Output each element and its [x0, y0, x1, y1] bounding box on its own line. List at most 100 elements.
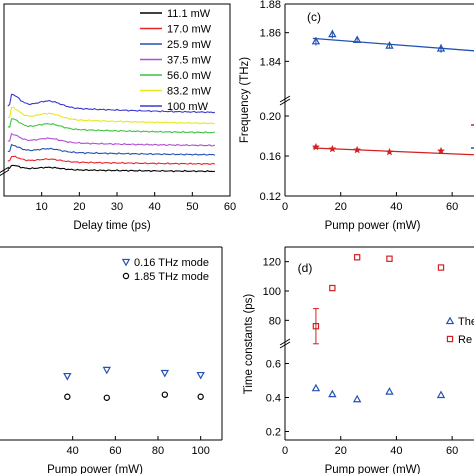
- axis-break: [279, 341, 291, 349]
- panel-label: (c): [307, 10, 321, 24]
- data-point: [63, 372, 72, 381]
- axis-break: [0, 166, 10, 173]
- x-axis-label: Pump power (mW): [325, 464, 421, 474]
- legend-marker: [122, 272, 130, 280]
- data-point: [311, 142, 321, 151]
- fit-line: [312, 147, 474, 156]
- data-point: [161, 391, 169, 398]
- series-line: [7, 155, 216, 166]
- legend-label: Re: [458, 334, 472, 346]
- x-tick-label: 60: [446, 201, 458, 213]
- legend-label: 25.9 mW: [167, 39, 212, 51]
- legend-label: 17.0 mW: [167, 24, 212, 36]
- y-axis-label: Frequency (THz): [239, 57, 251, 143]
- data-point: [197, 393, 204, 400]
- x-tick-label: 20: [335, 445, 347, 457]
- data-point: [328, 389, 337, 398]
- x-tick-label: 20: [335, 201, 347, 213]
- axis-break: [0, 169, 10, 176]
- series-line: [7, 118, 216, 134]
- data-point: [328, 144, 337, 153]
- data-point: [385, 387, 394, 395]
- series-line: [7, 93, 216, 114]
- data-point: [352, 394, 362, 403]
- x-tick-label: 40: [67, 445, 79, 457]
- data-point: [328, 29, 337, 38]
- fit-line: [312, 37, 474, 52]
- data-point: [196, 371, 205, 380]
- x-tick-label: 20: [73, 201, 85, 213]
- y-tick-label: 1.86: [260, 28, 281, 40]
- x-tick-label: 60: [446, 445, 458, 457]
- y-tick-label: 0.4: [266, 393, 281, 405]
- y-tick-label: 1.88: [260, 0, 281, 11]
- data-point: [352, 35, 362, 43]
- x-axis-label: Delay time (ps): [73, 220, 150, 232]
- x-tick-label: 10: [36, 201, 48, 213]
- x-tick-label: 50: [186, 201, 198, 213]
- data-point: [329, 284, 336, 292]
- x-axis-label: Pump power (mW): [325, 220, 421, 232]
- y-tick-label: 0.20: [260, 111, 281, 123]
- y-tick-label: 0.6: [266, 359, 281, 371]
- data-point: [311, 36, 321, 45]
- legend-label: 100 mW: [167, 101, 209, 113]
- legend-label: The: [458, 316, 474, 328]
- axes-frames: [0, 3, 474, 441]
- y-tick-label: 1.84: [260, 56, 281, 68]
- panel-label: (d): [298, 261, 313, 275]
- y-tick-label: 0.2: [266, 427, 281, 439]
- x-axis-label: Pump power (mW): [47, 464, 143, 474]
- series-line: [7, 132, 216, 147]
- legend-label: 1.85 THz mode: [134, 271, 209, 283]
- legend-label: 83.2 mW: [167, 86, 212, 98]
- y-tick-label: 80: [269, 315, 281, 327]
- data-point: [312, 323, 320, 330]
- legend-label: 0.16 THz mode: [134, 257, 209, 269]
- legend-label: 37.5 mW: [167, 55, 212, 67]
- y-axis-label: Time constants (ps): [243, 294, 255, 395]
- axis-break: [279, 95, 291, 103]
- data-point: [436, 146, 446, 155]
- legend-marker: [121, 258, 131, 267]
- data-point: [353, 254, 361, 261]
- series-line: [7, 106, 215, 125]
- x-tick-label: 0: [282, 445, 288, 457]
- axis-break: [279, 338, 291, 346]
- data-point: [311, 383, 321, 392]
- legend-label: 11.1 mW: [167, 8, 211, 20]
- legend-marker: [446, 335, 454, 343]
- data-point: [437, 264, 445, 271]
- chart-text: 10 20 30 40 50 60 Delay time (ps) 11.1 mW 17.0 m…: [36, 0, 474, 474]
- y-tick-label: 100: [263, 286, 281, 298]
- data-point: [436, 390, 446, 399]
- x-tick-label: 40: [390, 445, 402, 457]
- x-tick-label: 0: [282, 201, 288, 213]
- series-line: [7, 164, 216, 173]
- data-point: [64, 393, 71, 400]
- y-tick-label: 120: [263, 257, 281, 269]
- data-point: [353, 145, 362, 154]
- legend-label: 56.0 mW: [167, 70, 212, 82]
- x-tick-label: 40: [149, 201, 161, 213]
- data-point: [385, 41, 394, 49]
- x-tick-label: 40: [390, 201, 402, 213]
- data-point: [160, 369, 170, 378]
- x-tick-label: 80: [152, 445, 164, 457]
- x-tick-label: 60: [109, 445, 121, 457]
- x-tick-label: 30: [111, 201, 123, 213]
- x-tick-label: 60: [224, 201, 236, 213]
- data-point: [102, 366, 112, 375]
- chart-marks: [7, 12, 474, 403]
- data-point: [385, 147, 394, 156]
- y-tick-label: 0.16: [260, 151, 281, 163]
- y-tick-label: 0.12: [260, 191, 281, 203]
- legend-marker: [445, 316, 455, 325]
- data-point: [386, 255, 393, 262]
- data-point: [436, 43, 446, 52]
- axis-break: [279, 98, 291, 106]
- data-point: [103, 394, 111, 401]
- series-line: [7, 143, 216, 156]
- x-tick-label: 100: [191, 445, 209, 457]
